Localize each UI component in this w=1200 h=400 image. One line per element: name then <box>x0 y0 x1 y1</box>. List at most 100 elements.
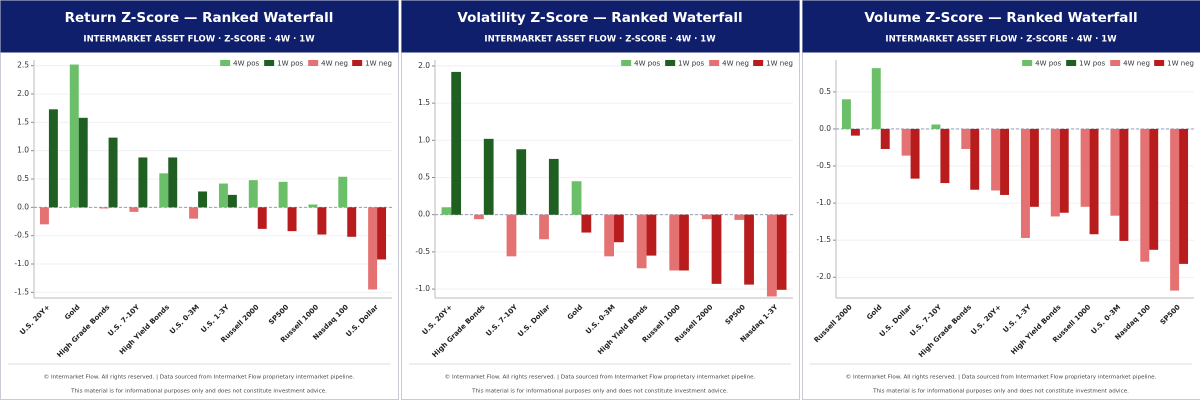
footer-note: © Intermarket Flow. All rights reserved.… <box>44 374 355 381</box>
bar <box>841 99 851 129</box>
y-tick-label: 0.5 <box>418 173 430 182</box>
legend-label: 4W neg <box>722 60 749 68</box>
bar <box>571 181 582 215</box>
footer-disclaimer: This material is for informational purpo… <box>872 389 1129 395</box>
bar <box>287 207 297 232</box>
bar <box>744 214 754 285</box>
bar <box>474 214 484 220</box>
legend-label: 1W pos <box>1079 60 1105 68</box>
bar <box>1149 128 1159 250</box>
y-tick-label: 0.5 <box>17 174 29 183</box>
bar <box>581 214 592 233</box>
legend-swatch <box>220 60 231 66</box>
bar <box>614 214 624 243</box>
bar <box>248 180 258 208</box>
legend-swatch <box>1066 60 1077 66</box>
bar <box>506 214 517 257</box>
bar <box>278 181 288 208</box>
y-tick-label: 1.0 <box>418 135 430 144</box>
bar <box>910 128 920 179</box>
bar <box>1080 128 1090 207</box>
panel-header <box>0 0 399 53</box>
y-tick-label: -0.5 <box>14 231 29 240</box>
y-tick-label: 0.5 <box>819 87 831 96</box>
panel-title: Return Z-Score — Ranked Waterfall <box>65 10 334 26</box>
bar <box>1000 128 1010 195</box>
bar <box>1020 128 1030 238</box>
bar <box>441 207 452 215</box>
legend-label: 4W neg <box>321 60 348 68</box>
bar <box>711 214 722 284</box>
y-tick-label: 0.0 <box>819 124 831 133</box>
bar <box>776 214 787 290</box>
y-tick-label: -1.5 <box>816 235 831 244</box>
bar <box>970 128 980 190</box>
panel-subtitle: INTERMARKET ASSET FLOW · Z-SCORE · 4W · … <box>484 35 716 45</box>
legend-label: 1W neg <box>365 60 392 68</box>
panel-subtitle: INTERMARKET ASSET FLOW · Z-SCORE · 4W · … <box>885 35 1117 45</box>
bar <box>69 64 79 208</box>
bar <box>159 173 169 208</box>
y-tick-label: -1.0 <box>816 198 831 207</box>
bar <box>1089 128 1099 235</box>
bar <box>451 71 462 215</box>
bar <box>1170 128 1180 291</box>
bar <box>308 204 318 208</box>
bar <box>734 214 745 220</box>
y-tick-label: 1.0 <box>17 146 29 155</box>
bar <box>218 183 228 208</box>
bar <box>129 207 139 212</box>
bar <box>108 137 118 208</box>
bar <box>39 207 49 225</box>
legend-swatch <box>264 60 275 66</box>
y-tick-label: 0.0 <box>418 210 430 219</box>
legend-label: 4W neg <box>1123 60 1150 68</box>
bar <box>1119 128 1129 241</box>
y-tick-label: 0.0 <box>17 202 29 211</box>
bar <box>257 207 267 229</box>
legend-swatch <box>709 60 720 66</box>
bar <box>198 191 208 208</box>
y-tick-label: 2.5 <box>17 61 29 70</box>
panel-subtitle: INTERMARKET ASSET FLOW · Z-SCORE · 4W · … <box>83 35 315 45</box>
bar <box>880 128 890 149</box>
bar <box>991 128 1001 191</box>
y-tick-label: 2.0 <box>418 61 430 70</box>
bar <box>317 207 327 235</box>
bar <box>1110 128 1120 216</box>
y-tick-label: -1.0 <box>14 259 29 268</box>
y-tick-label: 1.5 <box>418 98 430 107</box>
bar <box>347 207 357 237</box>
legend-label: 1W neg <box>1167 60 1194 68</box>
bar <box>99 207 109 209</box>
legend-swatch <box>1154 60 1165 66</box>
bar <box>701 214 712 220</box>
bar <box>338 176 348 208</box>
bar <box>901 128 911 156</box>
legend-label: 1W pos <box>277 60 303 68</box>
legend-label: 4W pos <box>233 60 259 68</box>
y-tick-label: -1.0 <box>415 284 430 293</box>
bar <box>377 207 387 260</box>
bar <box>189 207 199 219</box>
panel-header <box>401 0 800 53</box>
bar <box>1029 128 1039 207</box>
bar <box>483 138 494 215</box>
bar <box>766 214 777 297</box>
footer-disclaimer: This material is for informational purpo… <box>70 389 327 395</box>
bar <box>931 124 941 129</box>
y-tick-label: -0.5 <box>816 161 831 170</box>
legend-swatch <box>1110 60 1121 66</box>
legend-swatch <box>621 60 632 66</box>
bar <box>227 194 237 208</box>
legend-swatch <box>665 60 676 66</box>
bar <box>539 214 549 240</box>
bar <box>679 214 689 271</box>
bar <box>1179 128 1189 264</box>
bar <box>604 214 614 257</box>
panel-title: Volatility Z-Score — Ranked Waterfall <box>457 10 742 26</box>
bar <box>1140 128 1150 262</box>
bar <box>168 157 178 208</box>
